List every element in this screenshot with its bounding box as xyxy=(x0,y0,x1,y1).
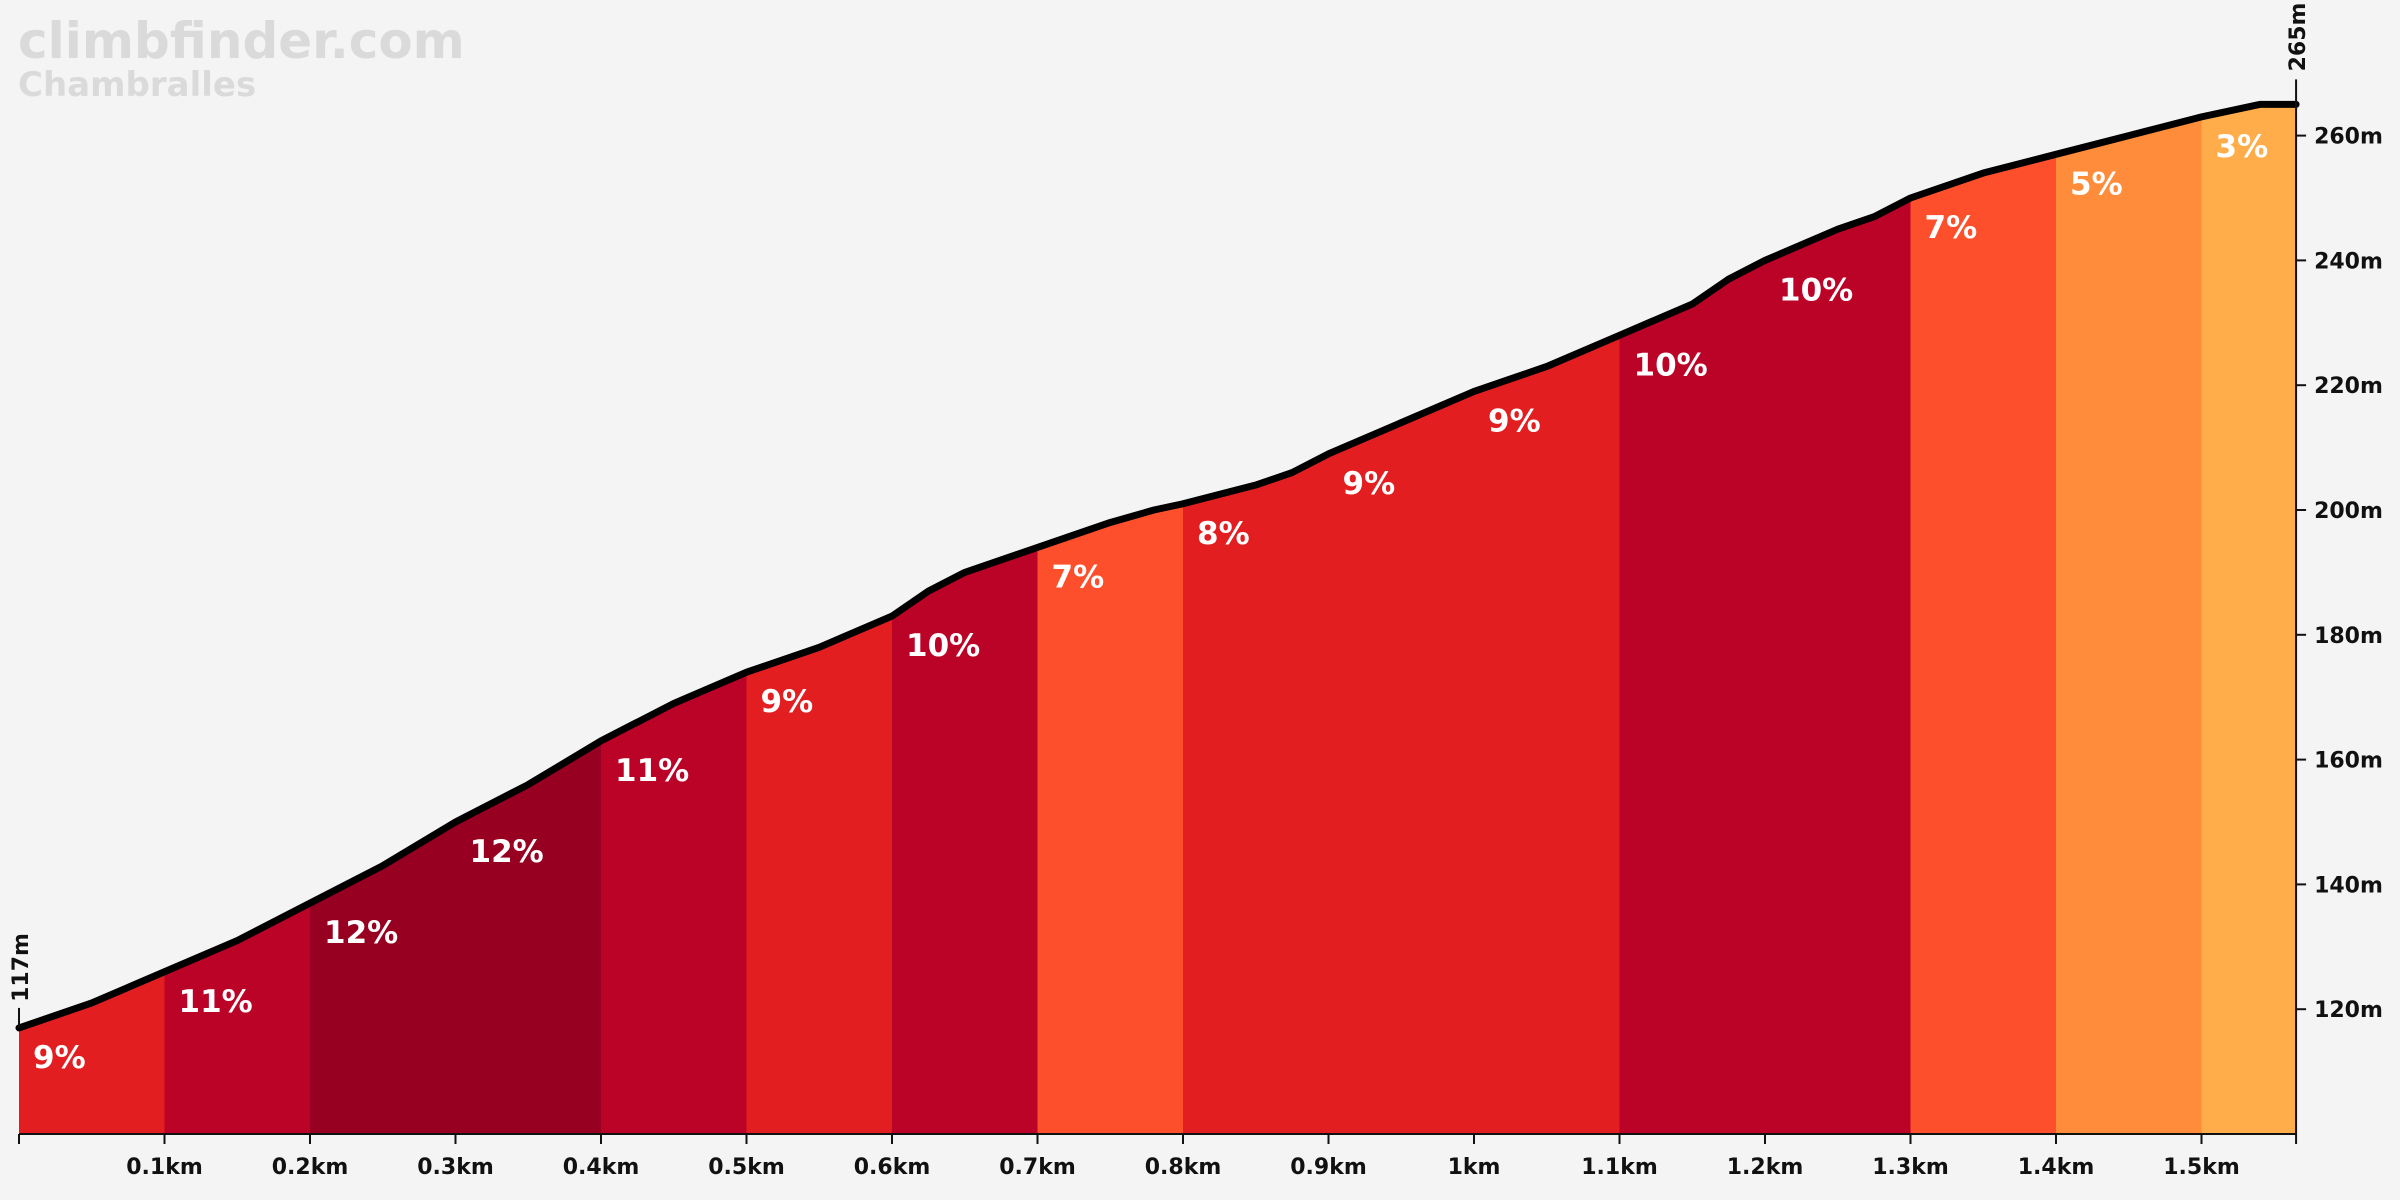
gradient-segment-12 xyxy=(1619,260,1765,1134)
gradient-segment-1 xyxy=(19,971,165,1134)
x-tick-label-10: 1km xyxy=(1448,1155,1501,1180)
x-tick-label-13: 1.3km xyxy=(1872,1155,1949,1180)
gradient-label-14: 7% xyxy=(1925,210,1978,246)
gradient-label-9: 8% xyxy=(1197,516,1250,552)
x-tick-label-6: 0.6km xyxy=(854,1155,931,1180)
gradient-segment-11 xyxy=(1474,335,1620,1134)
gradient-segment-2 xyxy=(164,903,310,1134)
y-tick-label-3: 160m xyxy=(2314,749,2383,774)
watermark-site: climbfinder.com xyxy=(18,12,465,70)
gradient-label-15: 5% xyxy=(2070,166,2123,202)
gradient-segment-10 xyxy=(1328,391,1474,1134)
axes: 0.1km 0.2km 0.3km 0.4km 0.5km 0.6km 0.7km 0.8km… xyxy=(9,3,2383,1180)
gradient-segment-5 xyxy=(601,672,747,1134)
y-tick-label-1: 120m xyxy=(2314,998,2383,1023)
gradient-segment-7 xyxy=(892,547,1038,1134)
start-altitude-label: 117m xyxy=(9,933,34,1002)
gradient-label-4: 12% xyxy=(470,834,544,870)
gradient-label-1: 9% xyxy=(33,1040,86,1076)
y-tick-label-7: 240m xyxy=(2314,249,2383,274)
gradient-segment-9 xyxy=(1183,453,1329,1135)
gradient-segments xyxy=(19,104,2297,1135)
gradient-segment-6 xyxy=(746,616,892,1134)
gradient-labels: 9% 11% 12% 12% 11% 9% 10% 7% 8% 9% 9% 10% 10% 7% 5% 3% xyxy=(33,129,2268,1076)
gradient-label-10: 9% xyxy=(1343,466,1396,502)
gradient-label-8: 7% xyxy=(1052,559,1105,595)
watermark-climb-name: Chambralles xyxy=(18,65,256,105)
y-tick-label-5: 200m xyxy=(2314,499,2383,524)
watermark: climbfinder.com Chambralles xyxy=(18,12,465,105)
gradient-segment-3 xyxy=(310,822,456,1134)
x-tick-label-2: 0.2km xyxy=(272,1155,349,1180)
gradient-segment-13 xyxy=(1765,198,1911,1134)
y-tick-label-4: 180m xyxy=(2314,624,2383,649)
gradient-segment-14 xyxy=(1910,154,2056,1134)
gradient-segment-16 xyxy=(2201,104,2297,1134)
gradient-segment-15 xyxy=(2056,116,2202,1134)
x-tick-label-11: 1.1km xyxy=(1581,1155,1658,1180)
gradient-segment-8 xyxy=(1037,503,1183,1134)
gradient-label-11: 9% xyxy=(1488,403,1541,439)
x-tick-label-3: 0.3km xyxy=(417,1155,494,1180)
gradient-label-6: 9% xyxy=(761,684,814,720)
gradient-label-13: 10% xyxy=(1779,272,1853,308)
end-altitude-label: 265m xyxy=(2286,3,2311,72)
x-tick-label-8: 0.8km xyxy=(1145,1155,1222,1180)
x-tick-label-15: 1.5km xyxy=(2163,1155,2240,1180)
y-tick-label-6: 220m xyxy=(2314,374,2383,399)
x-tick-label-7: 0.7km xyxy=(999,1155,1076,1180)
profile-line xyxy=(15,100,2300,1032)
gradient-label-5: 11% xyxy=(615,753,689,789)
gradient-label-7: 10% xyxy=(906,628,980,664)
x-tick-label-9: 0.9km xyxy=(1290,1155,1367,1180)
gradient-label-12: 10% xyxy=(1634,347,1708,383)
gradient-label-16: 3% xyxy=(2216,129,2269,165)
x-tick-label-14: 1.4km xyxy=(2018,1155,2095,1180)
y-tick-label-8: 260m xyxy=(2314,125,2383,150)
gradient-segment-4 xyxy=(455,740,601,1134)
x-tick-label-12: 1.2km xyxy=(1727,1155,1804,1180)
x-tick-label-1: 0.1km xyxy=(126,1155,203,1180)
x-tick-label-5: 0.5km xyxy=(708,1155,785,1180)
x-tick-label-4: 0.4km xyxy=(563,1155,640,1180)
gradient-label-3: 12% xyxy=(324,915,398,951)
y-tick-label-2: 140m xyxy=(2314,873,2383,898)
gradient-label-2: 11% xyxy=(179,984,253,1020)
profile-line-group xyxy=(15,100,2300,1032)
